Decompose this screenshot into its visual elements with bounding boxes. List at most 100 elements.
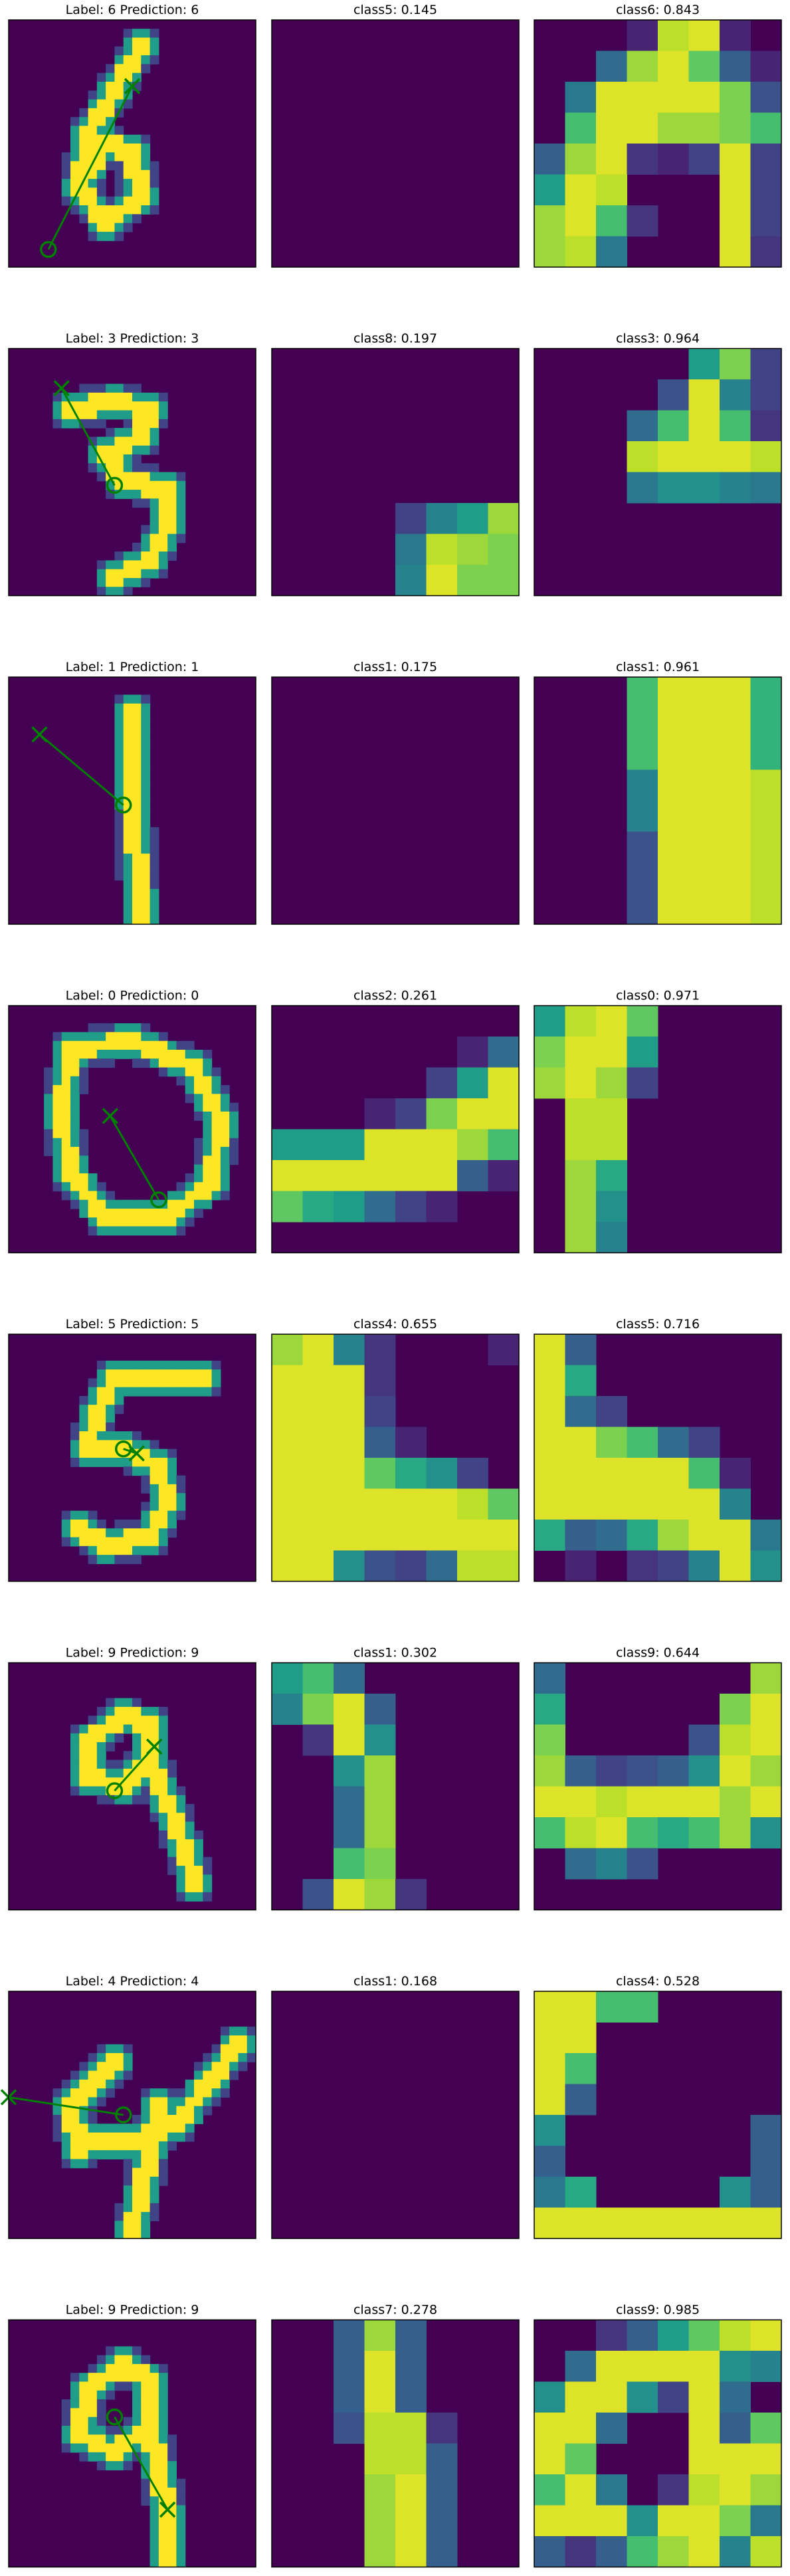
pixel-cell	[61, 1147, 71, 1156]
glimpse-cell	[688, 677, 720, 708]
glimpse-cell	[426, 1488, 458, 1520]
pixel-cell	[158, 1804, 168, 1813]
pixel-cell	[132, 401, 142, 411]
glimpse-cell	[596, 1098, 627, 1130]
glimpse-cell	[457, 1160, 488, 1191]
pixel-cell	[141, 2115, 151, 2124]
glimpse-cell	[627, 1005, 658, 1037]
pixel-cell	[132, 37, 142, 47]
pixel-cell	[106, 1360, 116, 1370]
pixel-cell	[114, 1458, 124, 1467]
glimpse-cell	[565, 2381, 597, 2413]
pixel-cell	[123, 2346, 133, 2356]
glimpse-cell	[272, 1191, 303, 1223]
pixel-cell	[132, 2390, 142, 2400]
glimpse-cell	[627, 205, 658, 237]
pixel-cell	[61, 2408, 71, 2418]
pixel-cell	[158, 1493, 168, 1503]
glimpse-cell	[688, 20, 720, 51]
pixel-cell	[194, 1839, 203, 1849]
pixel-cell	[96, 2150, 106, 2160]
pixel-cell	[149, 1032, 159, 1042]
pixel-cell	[132, 2381, 142, 2391]
pixel-cell	[167, 2487, 177, 2497]
pixel-cell	[185, 1209, 195, 1218]
pixel-cell	[79, 1209, 89, 1218]
pixel-cell	[61, 1049, 71, 1059]
glimpse-cell	[627, 1817, 658, 1848]
pixel-cell	[79, 1085, 89, 1094]
glimpse-cell	[720, 472, 751, 504]
pixel-cell	[123, 2150, 133, 2160]
pixel-cell	[141, 2132, 151, 2142]
pixel-cell	[167, 1768, 177, 1778]
pixel-cell	[158, 2399, 168, 2409]
pixel-cell	[149, 534, 159, 544]
pixel-cell	[158, 1387, 168, 1397]
pixel-cell	[158, 2167, 168, 2177]
pixel-cell	[176, 2540, 186, 2550]
pixel-cell	[96, 2417, 106, 2427]
pixel-cell	[158, 542, 168, 552]
pixel-cell	[167, 2124, 177, 2133]
pixel-cell	[132, 437, 142, 446]
pixel-cell	[185, 1199, 195, 1209]
pixel-cell	[141, 1199, 151, 1209]
pixel-cell	[132, 2425, 142, 2435]
pixel-cell	[149, 480, 159, 490]
pixel-cell	[70, 2390, 80, 2400]
pixel-cell	[211, 1360, 221, 1370]
pixel-cell	[96, 392, 106, 402]
pixel-cell	[132, 551, 142, 561]
pixel-cell	[132, 214, 142, 224]
glimpse-cell	[658, 1817, 689, 1848]
pixel-cell	[149, 2141, 159, 2151]
pixel-cell	[106, 1733, 116, 1743]
glimpse-cell	[688, 1755, 720, 1787]
pixel-cell	[149, 1777, 159, 1787]
pixel-cell	[149, 2523, 159, 2532]
pixel-cell	[158, 1716, 168, 1726]
glimpse-cell	[750, 801, 781, 832]
pixel-cell	[96, 1199, 106, 1209]
pixel-cell	[106, 2363, 116, 2373]
glimpse-cell	[488, 565, 519, 596]
pixel-cell	[106, 1199, 116, 1209]
pixel-cell	[141, 703, 151, 713]
glimpse-cell	[750, 1817, 781, 1848]
glimpse-cell	[565, 1396, 597, 1427]
pixel-cell	[96, 1226, 106, 1236]
glimpse-cell	[750, 1520, 781, 1551]
pixel-cell	[229, 1155, 239, 1165]
trajectory-line	[114, 2416, 169, 2510]
pixel-cell	[141, 445, 151, 455]
pixel-cell	[141, 862, 151, 872]
pixel-cell	[88, 231, 98, 241]
pixel-cell	[132, 445, 142, 455]
pixel-cell	[141, 2355, 151, 2365]
glimpse-cell	[534, 2381, 565, 2413]
pixel-cell	[61, 2115, 71, 2124]
pixel-cell	[88, 392, 98, 402]
glimpse-cell	[658, 82, 689, 113]
glimpse-cell	[395, 1160, 427, 1191]
pixel-cell	[194, 2106, 203, 2116]
pixel-cell	[185, 1058, 195, 1068]
pixel-cell	[149, 37, 159, 47]
pixel-cell	[203, 1164, 213, 1174]
pixel-cell	[79, 2390, 89, 2400]
glimpse-cell	[534, 1488, 565, 1520]
glimpse-cell	[720, 1694, 751, 1725]
pixel-cell	[149, 1804, 159, 1813]
pixel-cell	[96, 179, 106, 189]
pixel-cell	[114, 205, 124, 215]
pixel-cell	[185, 1387, 195, 1397]
pixel-cell	[141, 169, 151, 179]
pixel-cell	[132, 853, 142, 863]
pixel-cell	[158, 2088, 168, 2098]
pixel-cell	[96, 437, 106, 446]
glimpse-cell	[627, 2505, 658, 2537]
pixel-cell	[88, 1724, 98, 1734]
pixel-cell	[229, 2027, 239, 2036]
pixel-cell	[149, 844, 159, 854]
